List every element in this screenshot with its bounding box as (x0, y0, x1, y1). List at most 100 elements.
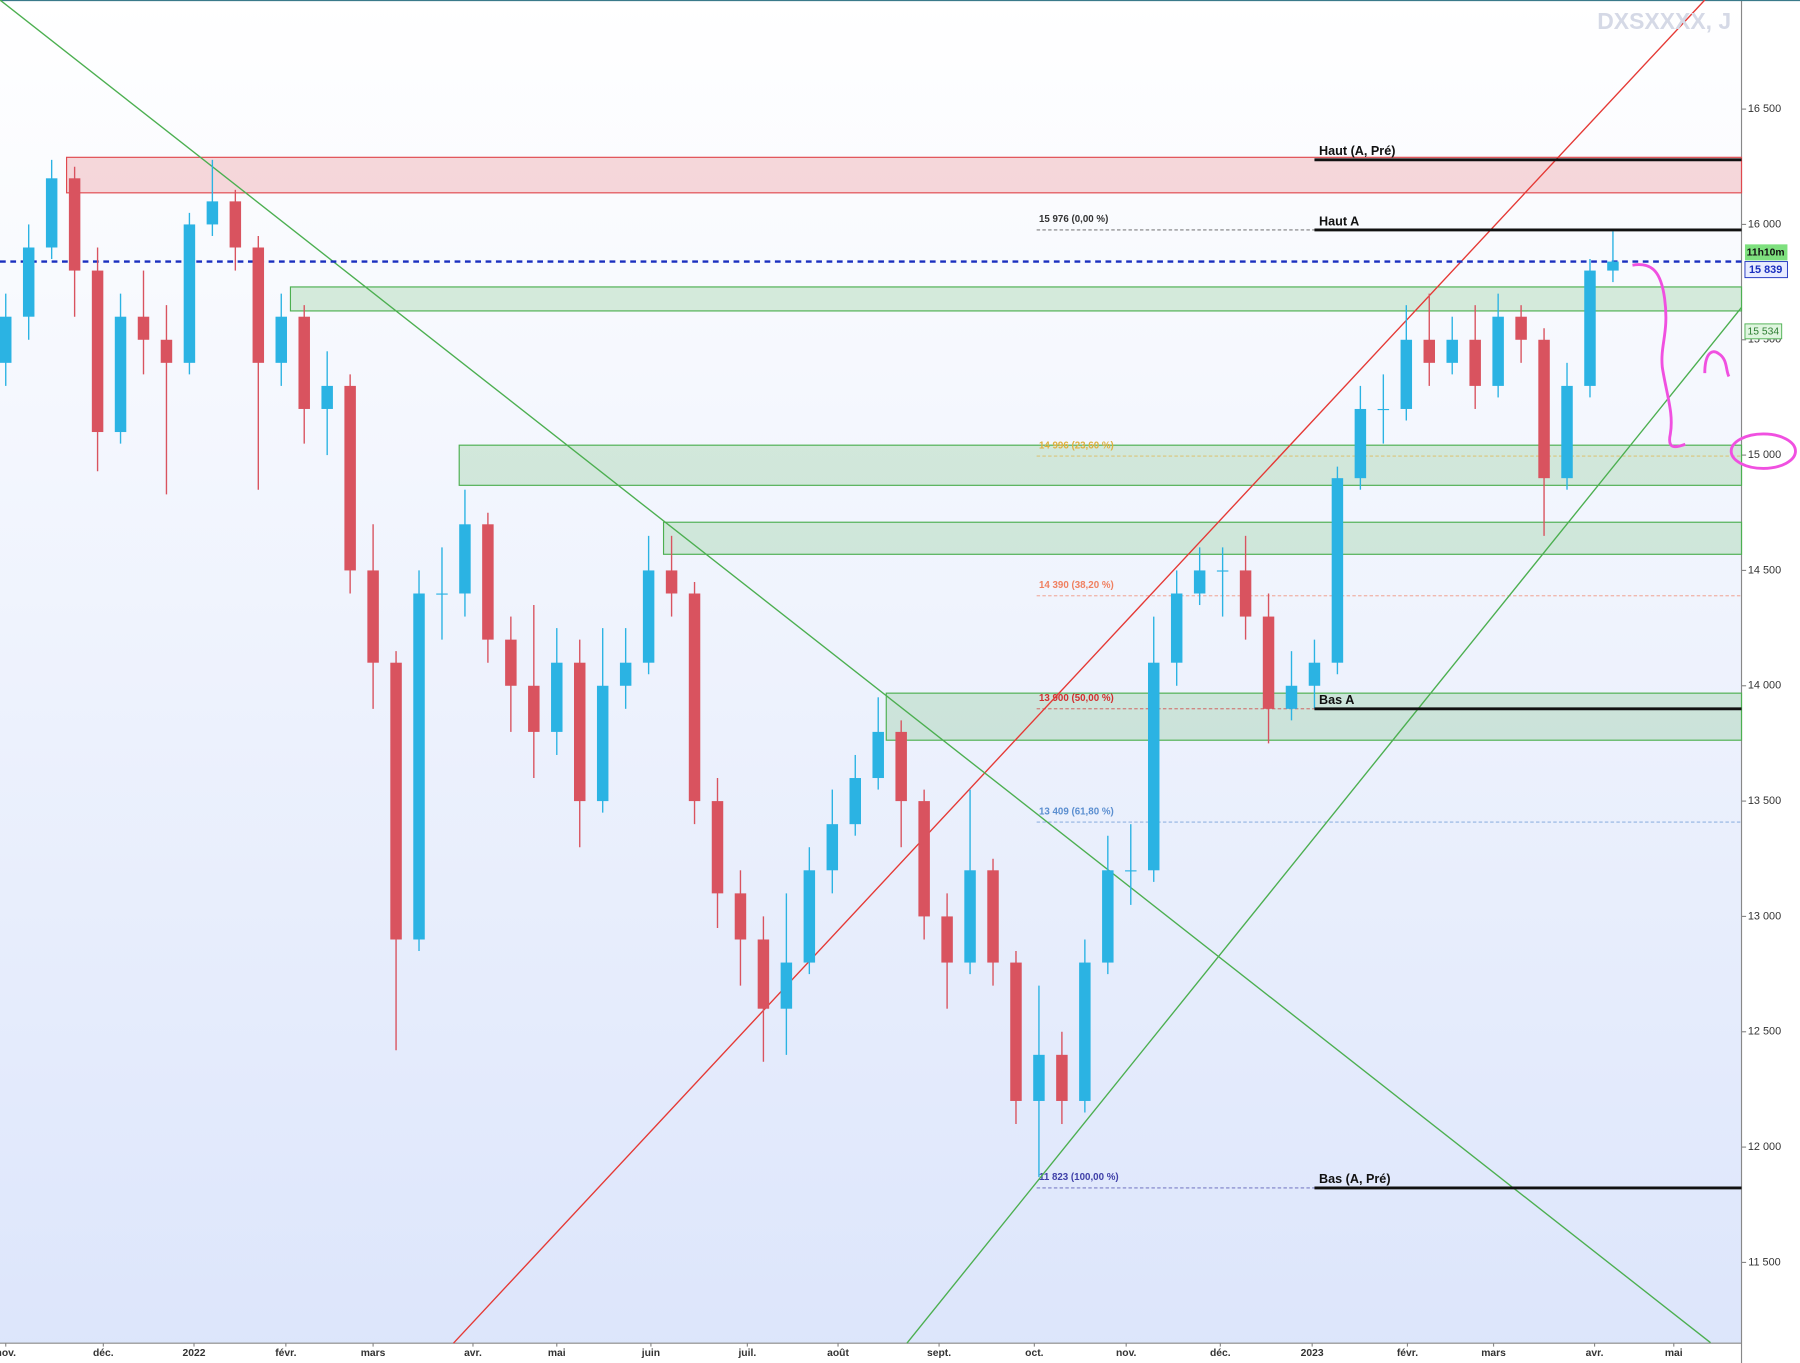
candle-body (1216, 570, 1229, 572)
candle-body (137, 316, 150, 340)
candle-body (964, 870, 976, 963)
fib-label: 14 996 (23,60 %) (1039, 440, 1114, 451)
level-label: Bas (A, Pré) (1319, 1172, 1390, 1186)
candle-body (1148, 662, 1160, 871)
candle-body (275, 316, 287, 363)
candle-body (1423, 339, 1435, 363)
x-tick-label: déc. (93, 1348, 114, 1359)
candle-body (1056, 1054, 1068, 1101)
candle-body (160, 339, 173, 363)
fib-label: 13 409 (61,80 %) (1039, 806, 1114, 817)
candle-body (114, 316, 127, 433)
y-tick-label: 11 500 (1748, 1256, 1781, 1268)
axis-background (0, 1343, 1742, 1363)
candle-body (252, 247, 265, 363)
candle-body (619, 662, 632, 686)
trend-line (906, 307, 1743, 1344)
candle-body (1262, 616, 1275, 709)
candle-body (321, 385, 333, 409)
candle-body (1193, 570, 1206, 594)
x-tick-label: nov. (1116, 1348, 1137, 1359)
y-tick-label: 15 000 (1748, 449, 1781, 461)
candle-body (1331, 478, 1344, 663)
x-tick-label: juil. (737, 1348, 756, 1359)
x-tick-label: nov. (0, 1348, 16, 1359)
candle-body (390, 662, 402, 940)
candle-body (298, 316, 310, 409)
candle-body (757, 939, 770, 1009)
candle-body (872, 731, 884, 779)
y-tick-label: 13 500 (1748, 795, 1781, 807)
candle-body (1492, 316, 1504, 386)
x-tick-label: déc. (1210, 1348, 1231, 1359)
candle-body (0, 316, 12, 363)
candle-body (1102, 870, 1114, 963)
x-tick-label: avr. (464, 1348, 482, 1359)
x-tick-label: mai (548, 1348, 566, 1359)
candle-body (803, 870, 816, 963)
x-tick-label: févr. (1397, 1348, 1418, 1359)
x-tick-label: avr. (1586, 1348, 1604, 1359)
candle-body (459, 524, 471, 594)
candle-body (1079, 962, 1091, 1101)
x-tick-label: mai (1665, 1348, 1683, 1359)
candle-body (987, 870, 999, 963)
y-tick-label: 14 000 (1748, 680, 1781, 692)
current-price-label: 15 839 (1749, 264, 1782, 276)
level-label: Haut (A, Pré) (1319, 144, 1395, 158)
chart-title: DXSXXXX, J (1597, 8, 1731, 34)
candle-body (344, 385, 356, 571)
candle-body (1377, 408, 1390, 411)
candle-body (1354, 408, 1367, 479)
candle-body (596, 685, 609, 802)
price-box (1744, 323, 1783, 340)
candle-body (551, 662, 563, 732)
candle-body (45, 178, 58, 248)
candle-body (849, 778, 861, 825)
y-tick-label: 13 000 (1748, 910, 1781, 922)
candle-body (482, 524, 494, 640)
candle-body (688, 593, 701, 802)
trend-line (452, 0, 1706, 1344)
candle-body (229, 201, 242, 248)
candle-body (1125, 870, 1137, 872)
candle-body (528, 685, 540, 732)
candle-body (665, 570, 678, 594)
candle-body (734, 893, 747, 940)
x-tick-label: 2023 (1301, 1348, 1324, 1359)
candle-body (1010, 962, 1022, 1101)
x-tick-label: févr. (275, 1348, 296, 1359)
y-tick-label: 12 500 (1748, 1026, 1781, 1038)
zone (66, 156, 1743, 194)
fib-label: 15 976 (0,00 %) (1039, 214, 1108, 225)
candle-body (918, 801, 930, 917)
candle-body (711, 801, 724, 894)
candle-body (1469, 339, 1481, 386)
candle-body (1170, 593, 1183, 663)
candle-body (1515, 316, 1527, 340)
candle-body (1538, 339, 1550, 479)
x-tick-label: juin (641, 1348, 660, 1359)
y-tick-label: 16 500 (1748, 103, 1781, 115)
axis-background (1741, 0, 1800, 1363)
candle-body (22, 247, 35, 317)
candle-body (1561, 385, 1573, 479)
countdown-label: 11h10m (1747, 248, 1785, 259)
y-tick-label: 12 000 (1748, 1141, 1781, 1153)
annotation-stroke (1703, 350, 1731, 378)
candle-body (1446, 339, 1458, 363)
candle-body (1584, 270, 1596, 386)
x-tick-label: mars (361, 1348, 386, 1359)
candle-body (183, 224, 196, 363)
candle-body (1607, 261, 1619, 271)
candle-body (413, 593, 425, 940)
candle-body (780, 962, 793, 1009)
candle-body (1033, 1054, 1045, 1101)
candle-body (642, 570, 655, 663)
fib-label: 14 390 (38,20 %) (1039, 580, 1114, 591)
candle-body (91, 270, 104, 433)
